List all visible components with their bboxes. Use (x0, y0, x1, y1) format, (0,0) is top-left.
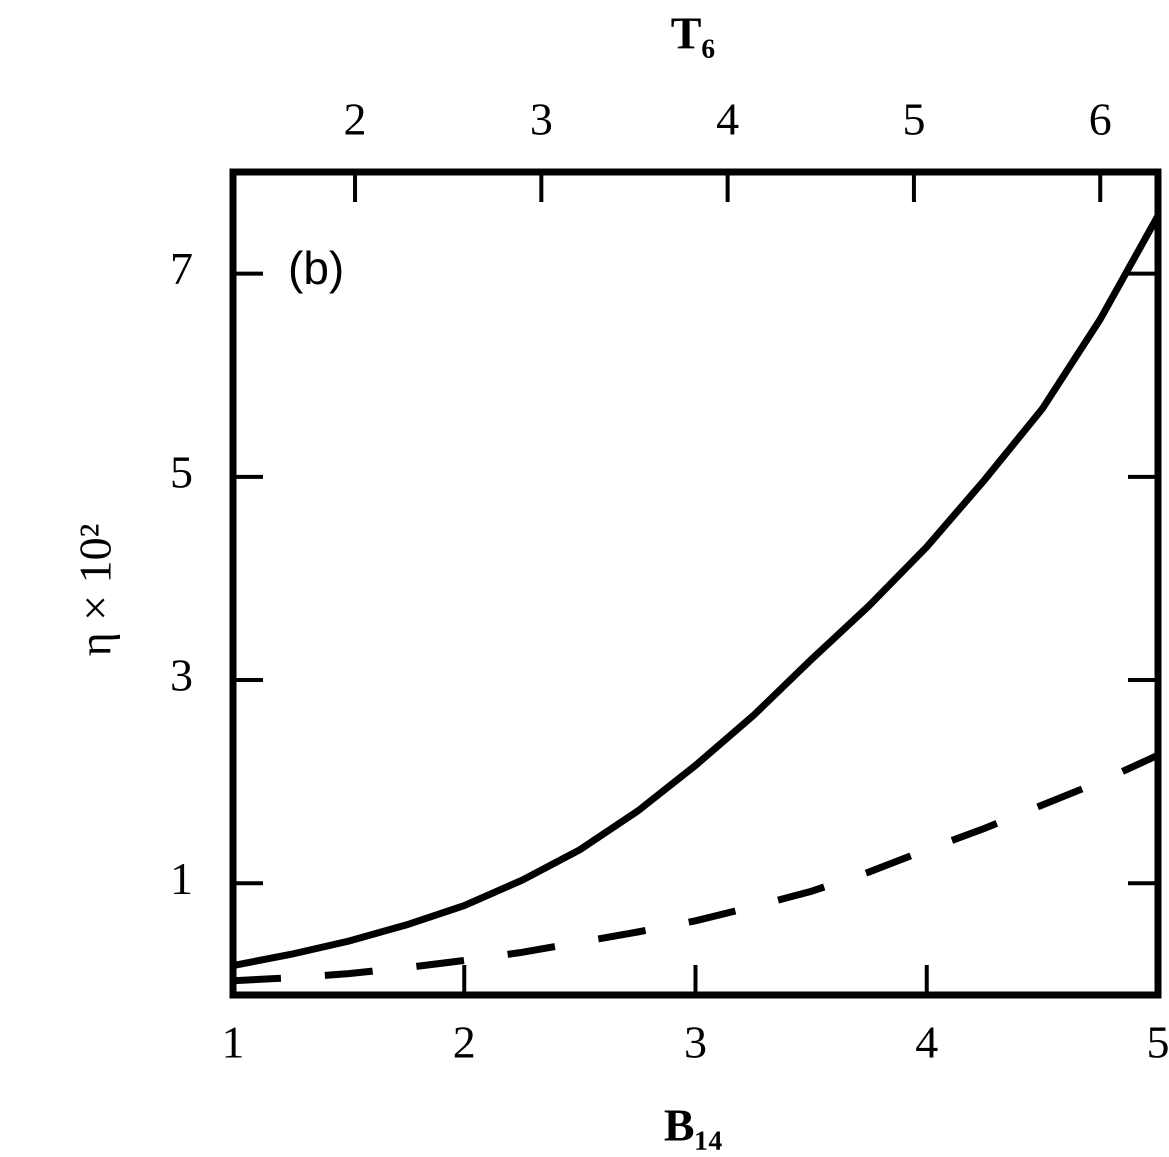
y-tick-label: 7 (170, 243, 193, 294)
x2-tick-label: 3 (530, 94, 553, 145)
y-tick-label: 1 (170, 853, 193, 904)
data-line (233, 752, 1158, 985)
x2-tick-label: 4 (716, 94, 739, 145)
x-tick-label: 2 (453, 1017, 476, 1068)
x-tick-label: 4 (915, 1017, 938, 1068)
x2-tick-label: 6 (1089, 94, 1112, 145)
x-tick-label: 1 (222, 1017, 245, 1068)
x-tick-label: 3 (684, 1017, 707, 1068)
x2-axis-label: T₆ (671, 8, 715, 59)
data-line (233, 213, 1158, 969)
x2-tick-label: 2 (344, 94, 367, 145)
y-axis-label: η × 10² (70, 524, 121, 657)
x-tick-label: 5 (1147, 1017, 1169, 1068)
plot-frame (229, 168, 1162, 999)
y-tick-label: 3 (170, 650, 193, 701)
y-tick-label: 5 (170, 446, 193, 497)
x2-tick-label: 5 (902, 94, 925, 145)
x-axis-label: B₁₄ (664, 1100, 722, 1151)
panel-annotation: (b) (288, 242, 344, 294)
